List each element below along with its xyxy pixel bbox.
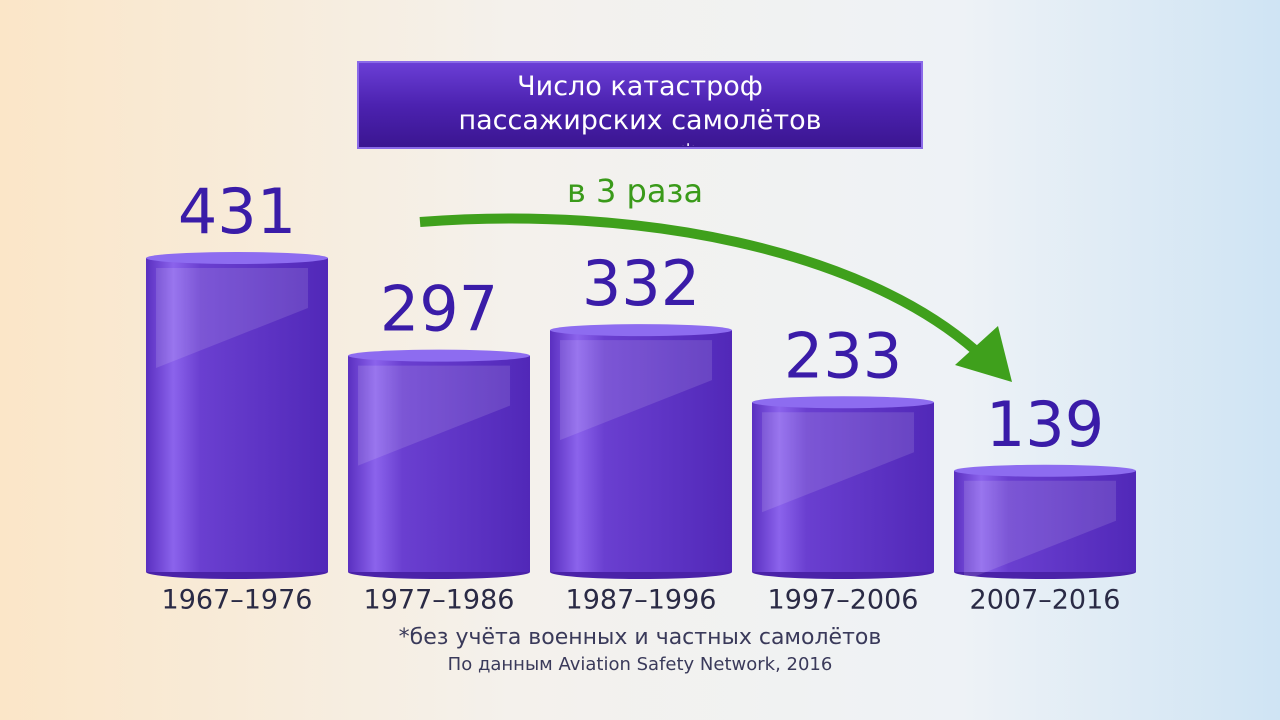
bar-top	[348, 349, 530, 362]
x-tick-label: 1987–1996	[566, 585, 717, 616]
trend-arrow	[419, 213, 979, 354]
bar-gloss	[560, 340, 712, 441]
footnote: *без учёта военных и частных самолётов	[399, 625, 882, 650]
value-label: 139	[986, 388, 1104, 461]
bar	[146, 258, 328, 572]
x-tick-label: 1967–1976	[162, 585, 313, 616]
bar	[550, 330, 732, 572]
x-tick-label: 2007–2016	[970, 585, 1121, 616]
value-label: 297	[380, 273, 498, 346]
annotation: в 3 раза	[567, 172, 703, 210]
bar-top	[146, 252, 328, 264]
bar-top	[954, 464, 1136, 477]
bar-top	[550, 324, 732, 337]
chart-title: Число катастроф пассажирских самолётов в…	[458, 71, 822, 146]
x-tick-label: 1997–2006	[768, 585, 919, 616]
source: По данным Aviation Safety Network, 2016	[448, 654, 833, 675]
bar-top	[752, 396, 934, 409]
bar-gloss	[358, 365, 510, 466]
bar	[954, 470, 1136, 572]
value-label: 332	[582, 247, 700, 320]
title-box	[357, 61, 923, 149]
x-tick-label: 1977–1986	[364, 585, 515, 616]
bar	[752, 402, 934, 572]
bar-gloss	[964, 480, 1116, 581]
bar	[348, 355, 530, 572]
value-label: 431	[178, 175, 296, 248]
bar-gloss	[156, 268, 308, 368]
arrow-head	[955, 326, 1012, 382]
title-container: Число катастроф пассажирских самолётов в…	[458, 71, 822, 146]
value-label: 233	[784, 319, 902, 392]
bar-gloss	[762, 412, 914, 513]
